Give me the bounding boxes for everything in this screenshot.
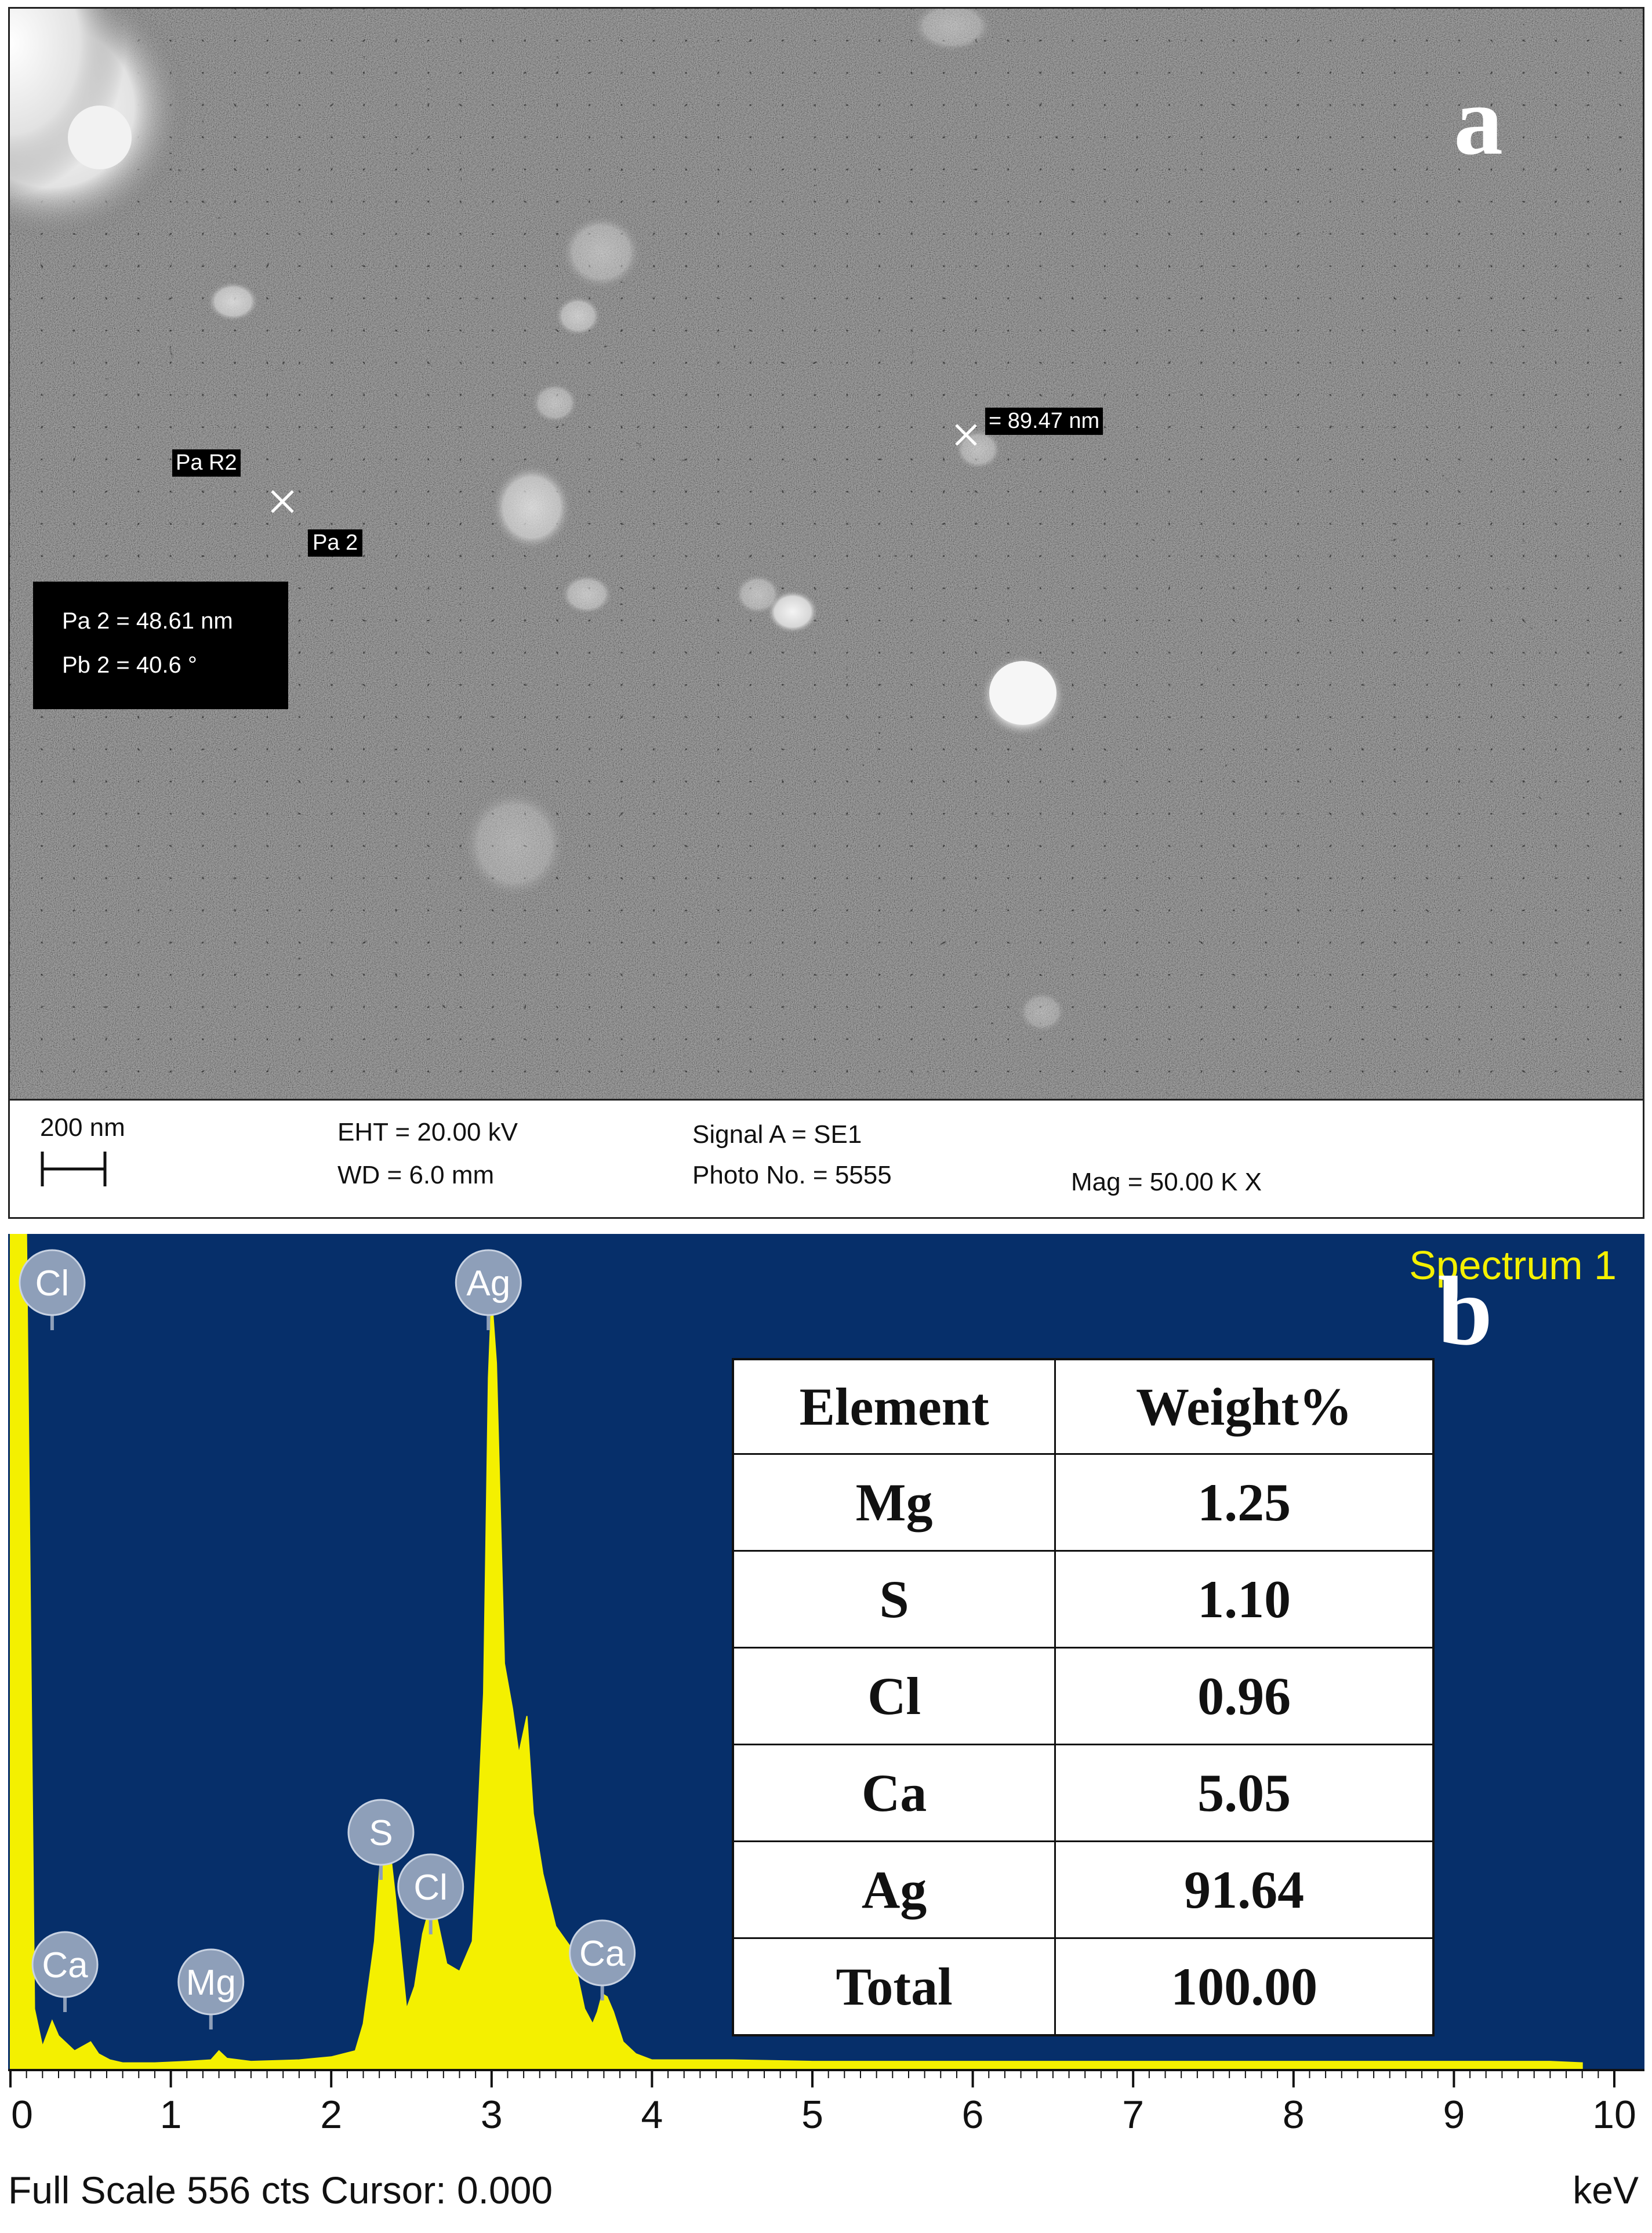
panel-letter-a: a — [1454, 66, 1503, 175]
particle — [912, 9, 993, 52]
svg-text:Cl: Cl — [413, 1868, 448, 1908]
table-cell-element: Mg — [732, 1453, 1056, 1552]
measurement-pa2: Pa 2 = 48.61 nm — [62, 608, 233, 634]
full-scale-readout: Full Scale 556 cts Cursor: 0.000 — [8, 2169, 553, 2212]
table-row: Ag 91.64 — [732, 1840, 1435, 1939]
particle — [532, 383, 578, 423]
table-cell-weight: 5.05 — [1054, 1743, 1435, 1842]
table-cell-weight: 100.00 — [1054, 1937, 1435, 2036]
x-tick-label: 7 — [1122, 2093, 1144, 2137]
particle — [955, 429, 1001, 470]
peak-marker-cl: Cl — [19, 1249, 86, 1330]
particle — [989, 661, 1056, 725]
particle — [1019, 992, 1065, 1032]
x-tick-label: 3 — [481, 2093, 503, 2137]
particle — [462, 789, 567, 899]
particle — [207, 281, 259, 322]
table-row: Ca 5.05 — [732, 1743, 1435, 1842]
peak-marker-ca: Ca — [569, 1919, 636, 2000]
measure-label-r2: Pa R2 — [172, 449, 241, 477]
table-cell-element: Total — [732, 1937, 1056, 2036]
spectrum-layer — [10, 1234, 1583, 2069]
svg-text:Ag: Ag — [466, 1263, 510, 1304]
spectrum-label: Spectrum 1 — [1409, 1243, 1617, 1288]
sem-info-bar: 200 nm EHT = 20.00 kV WD = 6.0 mm Signal… — [10, 1099, 1643, 1217]
particle — [735, 574, 781, 615]
scale-bar-label: 200 nm — [40, 1113, 125, 1142]
eht-readout: EHT = 20.00 kV — [337, 1118, 518, 1146]
peak-marker-ca: Ca — [31, 1931, 99, 2012]
table-row: S 1.10 — [732, 1549, 1435, 1649]
table-cell-element: Ag — [732, 1840, 1056, 1939]
table-cell-element: Ca — [732, 1743, 1056, 1842]
x-tick-label: 6 — [962, 2093, 984, 2137]
particle — [68, 106, 132, 169]
x-tick-label: 2 — [320, 2093, 342, 2137]
particle — [491, 464, 572, 551]
svg-text:Mg: Mg — [186, 1963, 236, 2003]
x-tick-label: 0 — [11, 2093, 33, 2137]
x-axis-unit: keV — [1573, 2169, 1639, 2212]
particle — [561, 574, 613, 615]
table-header-weight: Weight% — [1054, 1358, 1435, 1455]
measurement-cross-particle — [955, 424, 977, 446]
x-tick-label: 1 — [160, 2093, 182, 2137]
table-row: Total 100.00 — [732, 1937, 1435, 2036]
peak-marker-cl: Cl — [397, 1853, 464, 1934]
photo-number-readout: Photo No. = 5555 — [692, 1161, 892, 1189]
table-row: Mg 1.25 — [732, 1453, 1435, 1552]
table-header-row: Element Weight% — [732, 1358, 1435, 1455]
particle — [555, 296, 601, 336]
element-weight-table: Element Weight% Mg 1.25 S 1.10 Cl 0.96 C… — [732, 1358, 1435, 2036]
spectrum-area — [10, 1234, 1583, 2069]
magnification-readout: Mag = 50.00 K X — [1071, 1168, 1262, 1196]
x-tick-label: 8 — [1283, 2093, 1305, 2137]
table-row: Cl 0.96 — [732, 1646, 1435, 1745]
wd-readout: WD = 6.0 mm — [337, 1161, 495, 1189]
svg-text:Ca: Ca — [42, 1945, 88, 1985]
table-cell-weight: 0.96 — [1054, 1646, 1435, 1745]
sem-panel: Pa R2 Pa 2 = 89.47 nm Pa 2 = 48.61 nm Pb… — [8, 7, 1644, 1219]
table-cell-weight: 1.25 — [1054, 1453, 1435, 1552]
svg-text:Ca: Ca — [579, 1934, 626, 1974]
svg-text:Cl: Cl — [35, 1263, 70, 1304]
measure-label-pa2: Pa 2 — [308, 529, 363, 557]
table-cell-element: Cl — [732, 1646, 1056, 1745]
panel-letter-b: b — [1437, 1257, 1493, 1366]
particle-size-label: = 89.47 nm — [985, 408, 1103, 435]
table-cell-weight: 1.10 — [1054, 1549, 1435, 1649]
signal-readout: Signal A = SE1 — [692, 1120, 862, 1149]
peak-marker-mg: Mg — [177, 1948, 245, 2029]
table-cell-element: S — [732, 1549, 1056, 1649]
sem-micrograph — [10, 9, 1643, 1099]
peak-marker-ag: Ag — [455, 1249, 522, 1330]
x-tick-label: 10 — [1592, 2093, 1636, 2137]
table-header-element: Element — [732, 1358, 1056, 1455]
x-tick-label: 5 — [801, 2093, 823, 2137]
x-axis: 0 1 2 3 4 5 6 7 8 9 10 — [8, 2069, 1644, 2137]
svg-text:S: S — [369, 1813, 393, 1853]
scale-bar — [41, 1152, 107, 1186]
particle — [561, 215, 642, 290]
x-tick-label: 4 — [641, 2093, 663, 2137]
peak-marker-s: S — [347, 1799, 415, 1880]
measurement-readout-box: Pa 2 = 48.61 nm Pb 2 = 40.6 ° — [33, 582, 288, 709]
table-cell-weight: 91.64 — [1054, 1840, 1435, 1939]
measurement-pb2: Pb 2 = 40.6 ° — [62, 652, 197, 678]
peak-markers: Cl Ca Mg S Cl Ag Ca — [19, 1249, 636, 2029]
x-tick-label: 9 — [1443, 2093, 1465, 2137]
measurement-cross-pa2 — [271, 490, 294, 513]
